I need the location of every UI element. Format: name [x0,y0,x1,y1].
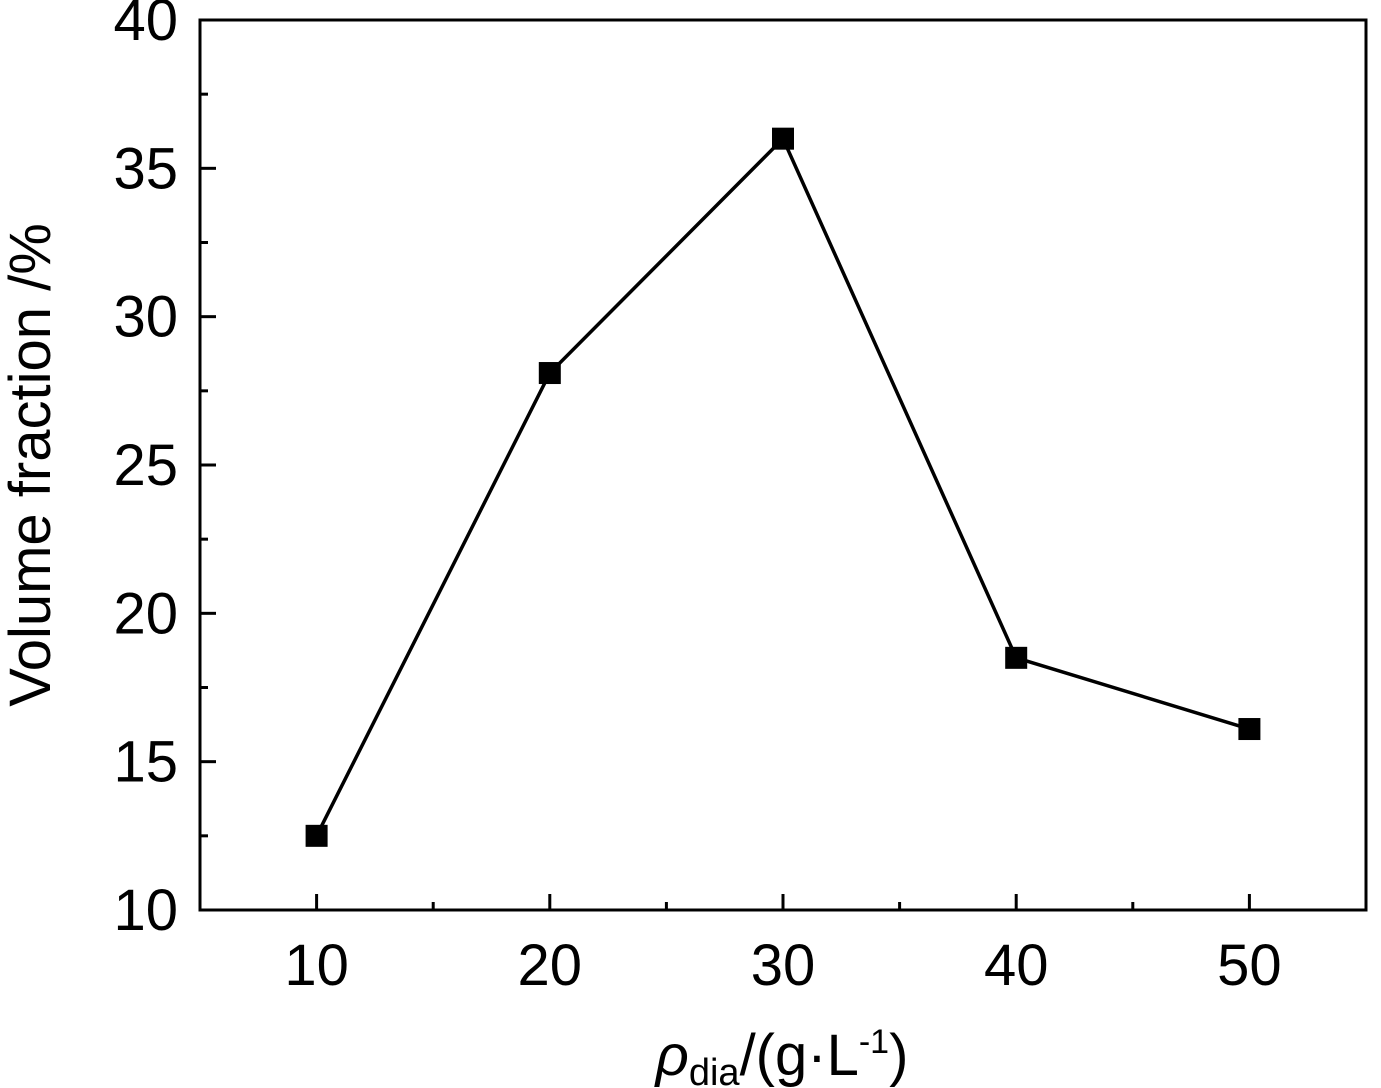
data-point-marker [305,824,328,847]
data-point-marker [1005,646,1028,669]
tick-labels-group: 10 20 30 40 50 10 15 20 25 30 35 40 [113,0,1281,998]
x-axis-title: ρdia/(g·L-1) [654,1023,909,1088]
y-tick-label: 35 [113,136,178,201]
x-axis-unit-suffix: ) [889,1023,908,1088]
data-point-marker [538,362,561,385]
y-tick-label: 25 [113,433,178,498]
x-axis-symbol: ρ [654,1023,689,1088]
y-tick-label: 20 [113,581,178,646]
x-axis-unit-prefix: /(g·L [740,1023,859,1088]
plot-frame [198,18,1368,912]
y-tick-label: 15 [113,730,178,795]
x-tick-label: 20 [518,933,583,998]
markers-group [305,127,1261,847]
y-tick-label: 40 [113,0,178,53]
y-axis-title: Volume fraction /% [0,223,63,707]
plot-frame-group [198,18,1368,912]
x-tick-label: 40 [984,933,1049,998]
series-line-group [315,135,1250,837]
x-tick-label: 10 [284,933,349,998]
y-tick-label: 30 [113,285,178,350]
ticks-group [200,18,1251,912]
x-tick-label: 30 [751,933,816,998]
x-axis-unit-superscript: -1 [859,1023,889,1061]
data-point-marker [772,127,794,150]
series-line [315,135,1250,837]
y-tick-label: 10 [113,878,178,943]
x-tick-label: 50 [1217,933,1282,998]
x-axis-subscript: dia [689,1052,741,1088]
data-point-marker [1238,718,1261,741]
